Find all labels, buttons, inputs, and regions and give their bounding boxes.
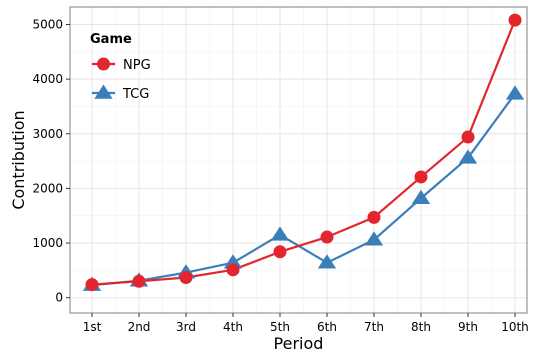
y-tick-label: 1000 (32, 236, 63, 250)
x-tick-label: 7th (364, 320, 384, 334)
data-point-npg (461, 130, 475, 144)
y-tick-labels: 0 1000 2000 3000 4000 5000 (32, 17, 63, 304)
data-point-npg (414, 170, 428, 184)
grid-minor (70, 7, 527, 313)
data-point-tcg (364, 231, 384, 246)
x-tick-label: 1st (83, 320, 102, 334)
legend-key-marker (97, 57, 110, 71)
y-tick-label: 2000 (32, 181, 63, 195)
plot-border (69, 6, 528, 314)
data-point-npg (508, 13, 522, 27)
y-tick-label: 0 (55, 291, 63, 305)
data-point-tcg (411, 189, 431, 205)
x-tick-label: 8th (411, 320, 431, 334)
y-tick-label: 5000 (32, 17, 63, 31)
data-point-npg (179, 270, 193, 284)
y-tick-label: 4000 (32, 72, 63, 86)
x-tick-label: 2nd (128, 320, 151, 334)
series-line-npg (91, 19, 517, 286)
y-tick-label: 3000 (32, 127, 63, 141)
legend-item-npg: NPG (92, 57, 151, 73)
legend-label: NPG (123, 58, 151, 73)
data-point-tcg (270, 226, 290, 241)
plot-background (70, 7, 527, 313)
data-point-tcg (317, 254, 337, 269)
x-tick-labels: 1st 2nd 3rd 4th 5th 6th 7th 8th 9th 10th (83, 320, 529, 334)
x-tick-label: 6th (317, 320, 337, 334)
legend-key-marker (94, 84, 113, 99)
x-axis-title: Period (274, 334, 324, 353)
data-point-npg (85, 278, 99, 292)
data-point-tcg (458, 149, 478, 164)
data-point-tcg (505, 85, 525, 100)
x-tick-label: 9th (458, 320, 478, 334)
legend-item-tcg: TCG (92, 84, 149, 102)
x-tick-label: 4th (223, 320, 243, 334)
x-tick-label: 5th (270, 320, 290, 334)
data-point-npg (320, 230, 334, 244)
x-tick-label: 10th (501, 320, 529, 334)
data-point-npg (367, 210, 381, 224)
axis-ticks (66, 23, 516, 317)
legend-items: NPG TCG (92, 57, 151, 102)
legend-title: Game (90, 32, 132, 47)
data-point-npg (226, 263, 240, 277)
series-line-tcg (91, 93, 516, 287)
data-point-tcg (223, 254, 243, 269)
x-tick-label: 3rd (176, 320, 196, 334)
legend: Game NPG TCG (90, 32, 151, 102)
y-axis-title: Contribution (9, 110, 28, 209)
legend-label: TCG (122, 87, 149, 102)
data-point-npg (132, 274, 146, 288)
data-point-npg (273, 245, 287, 259)
series-layer (82, 13, 525, 292)
